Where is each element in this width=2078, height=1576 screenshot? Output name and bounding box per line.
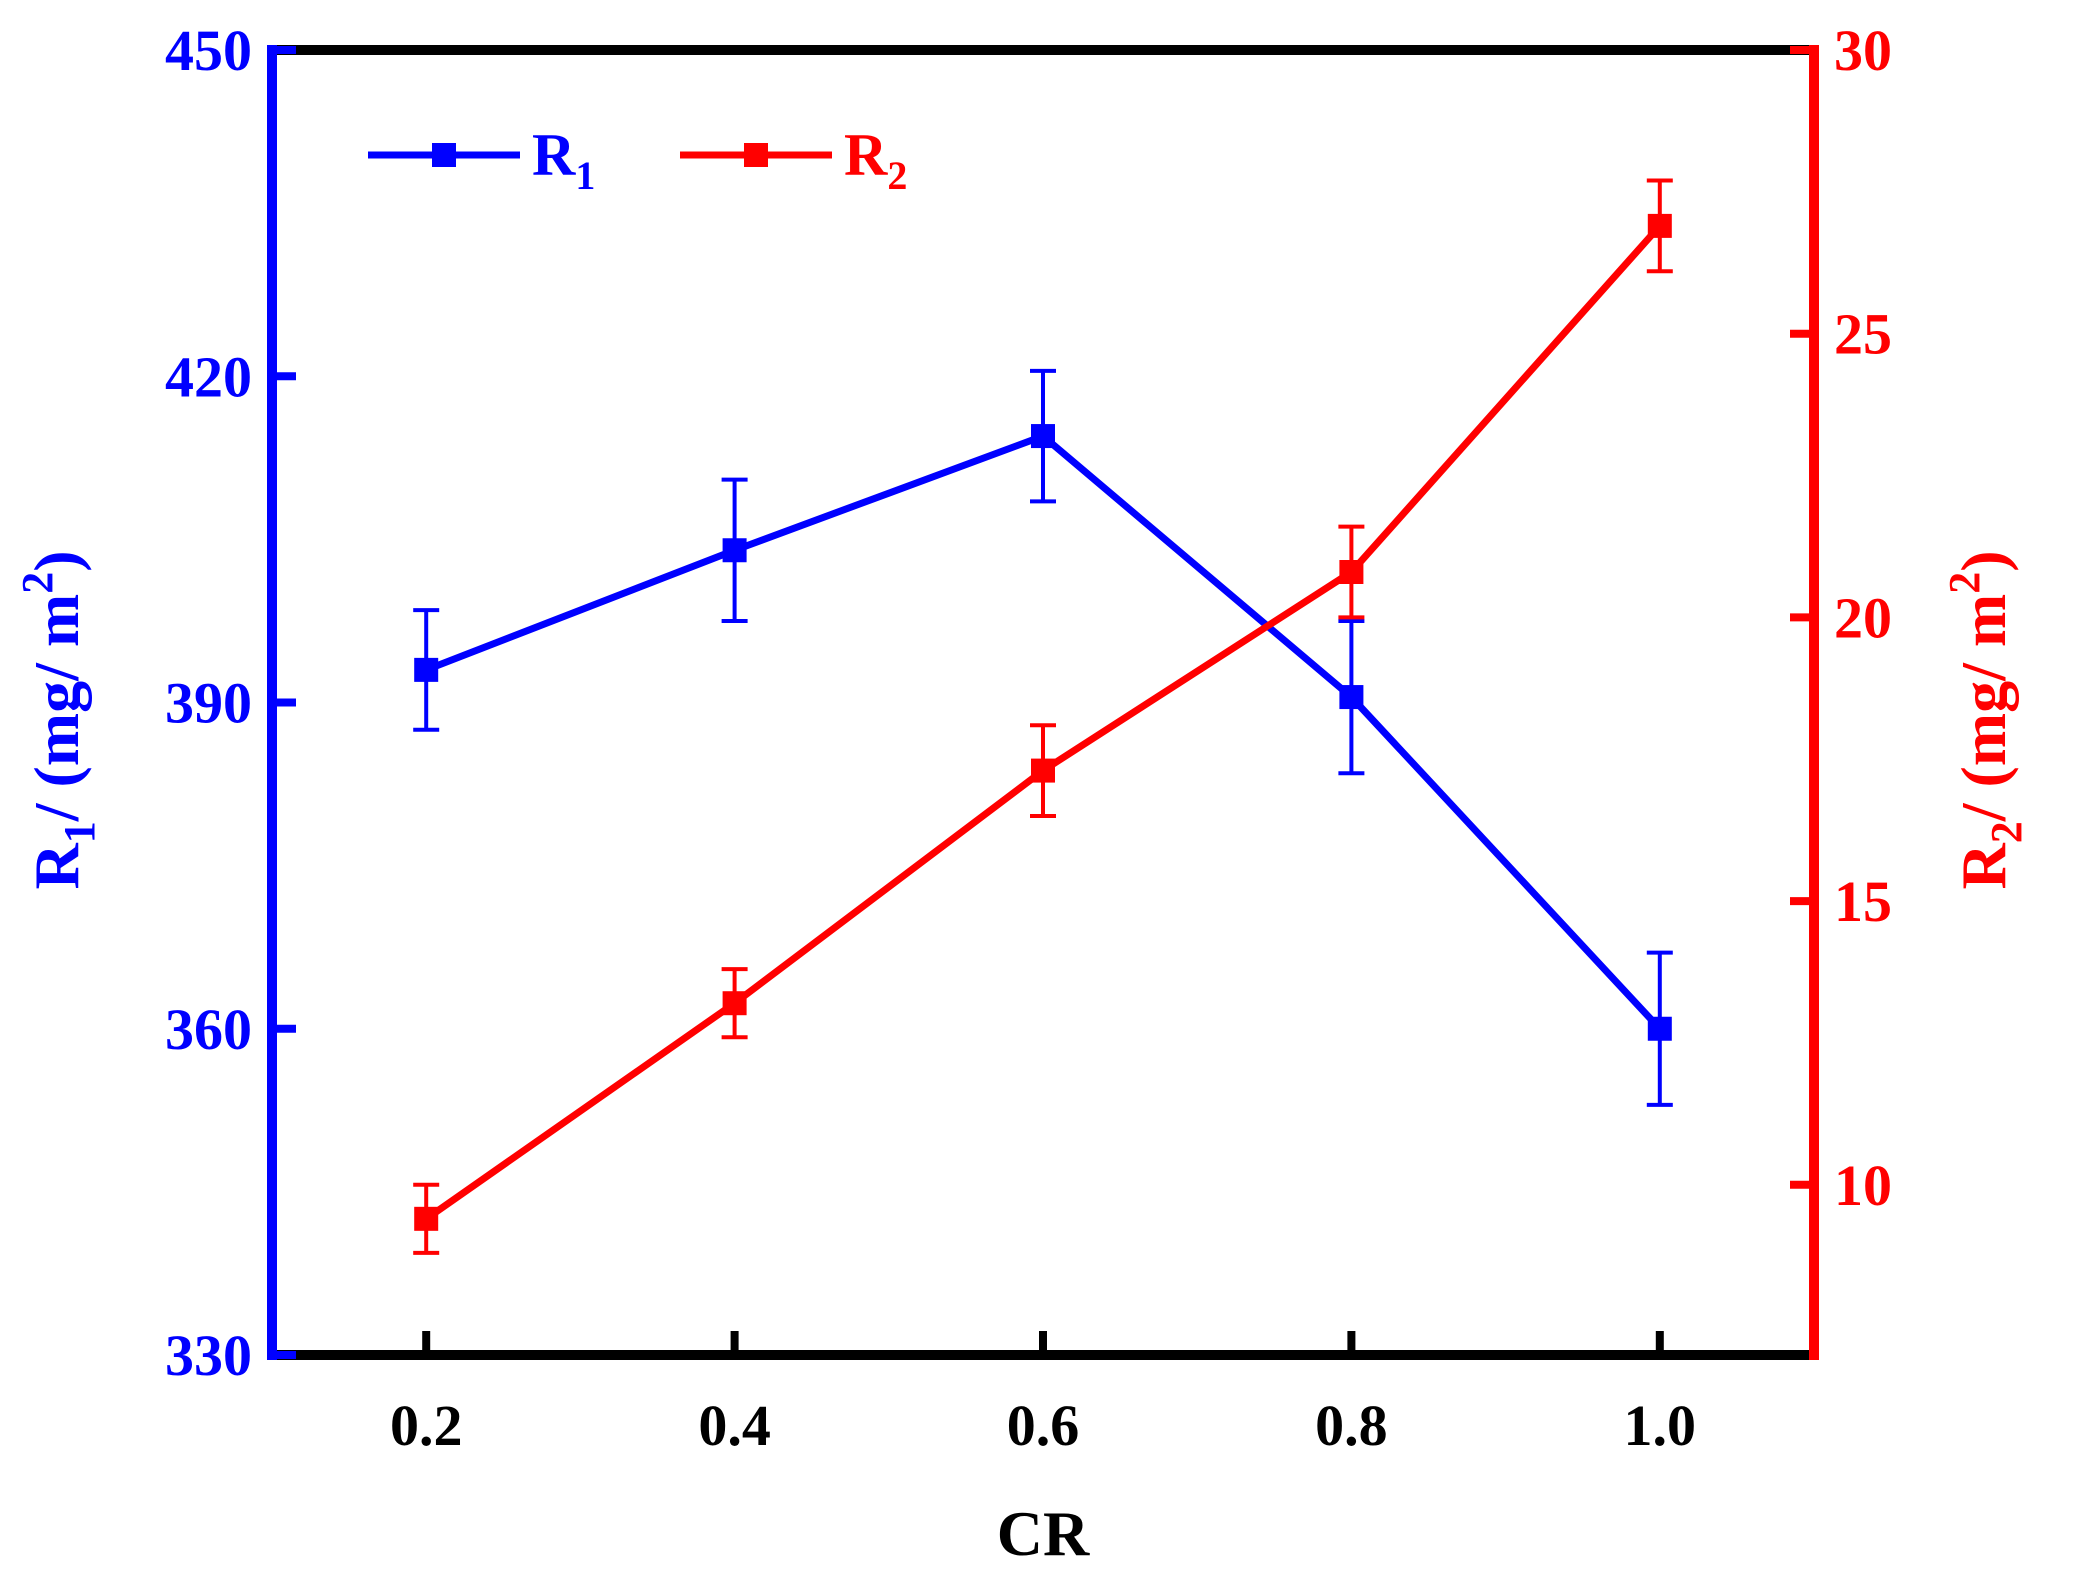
left-y-tick-label: 330: [165, 1323, 252, 1388]
legend-label: R2: [844, 122, 907, 198]
left-y-tick-label: 390: [165, 671, 252, 736]
data-point-marker: [722, 991, 747, 1016]
left-y-tick-label: 420: [165, 344, 252, 409]
data-point-marker: [722, 538, 747, 563]
data-point-marker: [1031, 758, 1055, 783]
axis-labels-layer: CR R1/ (mg/ m2) R2/ (mg/ m2): [13, 550, 2031, 1569]
x-tick-label: 0.8: [1315, 1393, 1388, 1458]
data-point-marker: [1647, 1016, 1672, 1041]
right-y-tick-label: 25: [1834, 302, 1892, 367]
x-tick-label: 0.6: [1007, 1393, 1080, 1458]
right-y-axis-title: R2/ (mg/ m2): [1940, 550, 2031, 889]
right-y-tick-label: 15: [1834, 869, 1892, 934]
data-point-marker: [1339, 560, 1364, 584]
left-y-axis-title: R1/ (mg/ m2): [13, 550, 104, 889]
x-tick-label: 0.2: [390, 1393, 463, 1458]
legend-item-R2: R2: [680, 122, 907, 198]
series-R1: [413, 368, 1673, 1107]
series-layer: [413, 178, 1673, 1255]
right-y-tick-label: 10: [1834, 1153, 1892, 1218]
x-tick-label: 1.0: [1624, 1393, 1697, 1458]
right-y-tick-label: 30: [1834, 18, 1892, 83]
legend-marker: [432, 143, 456, 167]
series-R2: [413, 178, 1673, 1255]
x-axis-title: CR: [997, 1498, 1090, 1569]
legend: R1 R2: [368, 122, 907, 198]
axes-layer: 0.2 0.4 0.6 0.8 1.0 330 360 390 420 450 10 15 20 25 30: [165, 18, 1892, 1458]
data-point-marker: [414, 657, 439, 682]
left-y-tick-label: 360: [165, 997, 252, 1062]
legend-label: R1: [532, 122, 595, 198]
legend-item-R1: R1: [368, 122, 595, 198]
right-y-tick-label: 20: [1834, 585, 1892, 650]
data-point-marker: [1647, 213, 1672, 238]
data-point-marker: [1339, 685, 1364, 710]
left-y-tick-label: 450: [165, 18, 252, 83]
data-point-marker: [414, 1206, 439, 1231]
legend-marker: [744, 143, 768, 167]
x-tick-label: 0.4: [698, 1393, 771, 1458]
data-point-marker: [1031, 424, 1055, 449]
